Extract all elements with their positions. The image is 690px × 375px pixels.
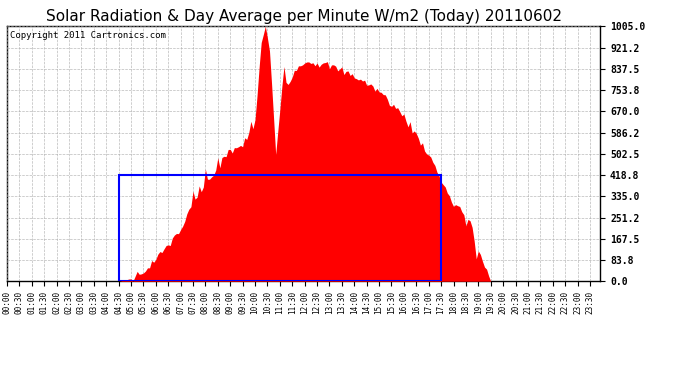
Text: Copyright 2011 Cartronics.com: Copyright 2011 Cartronics.com xyxy=(10,32,166,40)
Title: Solar Radiation & Day Average per Minute W/m2 (Today) 20110602: Solar Radiation & Day Average per Minute… xyxy=(46,9,562,24)
Bar xyxy=(119,175,441,281)
